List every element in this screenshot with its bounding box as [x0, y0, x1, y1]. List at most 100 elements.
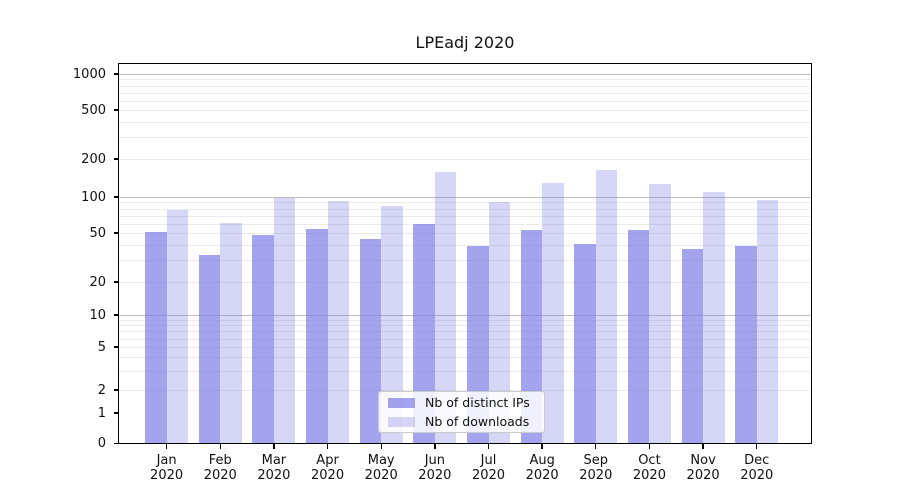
gridline-minor: [118, 347, 812, 348]
x-tick-label-month: Jun: [424, 453, 445, 468]
legend-label-distinct-ips: Nb of distinct IPs: [425, 395, 530, 410]
bar-nb-of-distinct-ips-nov: [681, 249, 704, 444]
y-tick: [113, 73, 118, 75]
x-tick: [165, 444, 168, 449]
bar-nb-of-downloads-may: [381, 206, 403, 444]
bar-nb-of-downloads-feb: [220, 222, 242, 444]
gridline-minor: [118, 85, 812, 87]
bar-nb-of-downloads-jan: [166, 209, 189, 444]
x-tick-label-month: Oct: [638, 453, 661, 468]
x-tick-label-month: May: [367, 453, 395, 468]
gridline-minor: [118, 233, 812, 234]
x-tick-label-oct: Oct 2020: [617, 453, 681, 483]
gridline-minor: [118, 79, 812, 81]
x-tick: [273, 444, 275, 449]
gridline-minor: [118, 159, 812, 160]
plot-area: [118, 63, 812, 444]
bar-nb-of-downloads-oct: [649, 184, 671, 444]
y-tick-label: 1000: [72, 66, 106, 82]
x-tick-label-feb: Feb 2020: [188, 453, 252, 483]
x-tick-label-mar: Mar 2020: [242, 453, 306, 483]
x-tick-label-month: Nov: [690, 453, 716, 468]
y-tick-label: 10: [89, 307, 106, 323]
bar-nb-of-distinct-ips-aug: [520, 229, 543, 444]
bar-nb-of-distinct-ips-may: [359, 238, 382, 444]
y-tick: [113, 196, 118, 198]
x-tick-label-month: Sep: [583, 453, 609, 468]
x-tick-label-month: Mar: [261, 453, 287, 468]
y-tick: [113, 281, 118, 283]
bar-nb-of-distinct-ips-feb: [198, 255, 221, 444]
legend-label-downloads: Nb of downloads: [425, 414, 530, 429]
x-tick: [595, 444, 597, 449]
legend-swatch-downloads: [388, 416, 415, 427]
x-tick-label-year: 2020: [525, 468, 559, 483]
gridline-minor: [118, 223, 812, 225]
x-tick-label-month: Jul: [480, 453, 497, 468]
legend-item: Nb of distinct IPs: [379, 395, 544, 410]
bar-nb-of-distinct-ips-oct: [627, 229, 650, 444]
chart-title: LPEadj 2020: [415, 33, 515, 52]
x-tick-label-nov: Nov 2020: [671, 453, 735, 483]
y-tick-label: 500: [81, 102, 106, 118]
gridline-minor: [118, 357, 812, 359]
x-tick-label-year: 2020: [311, 468, 345, 483]
bar-nb-of-downloads-apr: [327, 201, 350, 444]
gridline-minor: [118, 121, 812, 123]
bar-nb-of-distinct-ips-jun: [413, 223, 435, 444]
bar-nb-of-downloads-jul: [488, 201, 510, 444]
x-tick-label-month: Apr: [316, 453, 339, 468]
bar-nb-of-distinct-ips-dec: [735, 246, 757, 444]
x-tick-label-year: 2020: [418, 468, 452, 483]
x-tick-label-year: 2020: [203, 468, 237, 483]
gridline-minor: [118, 208, 812, 210]
bar-nb-of-downloads-dec: [756, 200, 779, 444]
x-tick-label-year: 2020: [257, 468, 291, 483]
y-tick: [113, 412, 118, 414]
gridline-minor: [118, 338, 812, 340]
gridline-major: [118, 74, 812, 75]
x-tick-label-year: 2020: [150, 468, 184, 483]
legend: Nb of distinct IPs Nb of downloads: [378, 391, 545, 433]
y-tick-label: 5: [97, 339, 106, 355]
x-tick-label-month: Feb: [208, 453, 232, 468]
gridline-minor: [118, 100, 812, 102]
x-tick-label-month: Aug: [529, 453, 555, 468]
gridline-minor: [118, 260, 812, 262]
bar-nb-of-downloads-jun: [434, 172, 457, 444]
legend-item: Nb of downloads: [379, 414, 544, 429]
x-tick-label-aug: Aug 2020: [510, 453, 574, 483]
gridline-minor: [118, 282, 812, 283]
y-tick-label: 1: [97, 405, 106, 421]
y-tick: [113, 346, 118, 348]
gridline-minor: [118, 325, 812, 327]
bar-nb-of-downloads-aug: [542, 183, 564, 444]
x-tick: [219, 444, 221, 449]
x-tick: [756, 444, 758, 449]
bar-nb-of-downloads-nov: [703, 191, 725, 444]
gridline-minor: [118, 215, 812, 217]
x-tick: [326, 444, 329, 449]
x-tick-label-year: 2020: [364, 468, 398, 483]
gridline-minor: [118, 319, 812, 321]
x-tick-label-year: 2020: [579, 468, 613, 483]
gridline-minor: [118, 244, 812, 246]
y-tick-label: 2: [97, 382, 106, 398]
y-tick-label: 20: [89, 274, 106, 290]
x-tick-label-dec: Dec 2020: [725, 453, 789, 483]
x-tick: [487, 444, 490, 449]
x-tick-label-jul: Jul 2020: [457, 453, 521, 483]
x-tick-label-jan: Jan 2020: [135, 453, 199, 483]
y-tick: [113, 232, 118, 234]
x-tick-label-year: 2020: [686, 468, 720, 483]
y-tick: [113, 442, 118, 445]
x-tick-label-month: Jan: [156, 453, 177, 468]
gridline-minor: [118, 331, 812, 333]
y-tick: [113, 109, 118, 111]
x-tick: [648, 444, 651, 449]
x-tick-label-year: 2020: [740, 468, 774, 483]
gridline-major: [118, 197, 812, 198]
x-tick: [541, 444, 543, 449]
bar-nb-of-distinct-ips-mar: [252, 235, 274, 444]
y-tick: [113, 314, 118, 316]
